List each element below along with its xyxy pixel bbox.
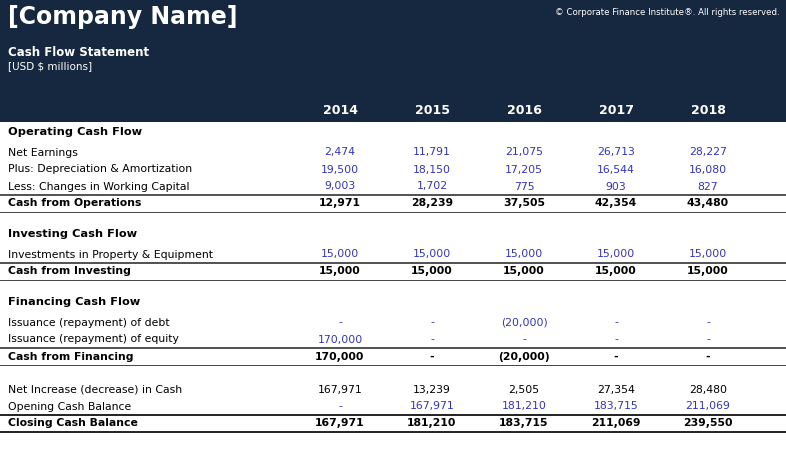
Text: -: - [338, 401, 342, 411]
Text: Plus: Depreciation & Amortization: Plus: Depreciation & Amortization [8, 164, 192, 174]
Text: -: - [430, 317, 434, 327]
Text: -: - [614, 334, 618, 344]
Text: 775: 775 [514, 181, 534, 191]
Text: Operating Cash Flow: Operating Cash Flow [8, 127, 142, 137]
Text: 15,000: 15,000 [411, 266, 453, 276]
Text: [Company Name]: [Company Name] [8, 5, 237, 29]
Text: [USD $ millions]: [USD $ millions] [8, 61, 92, 71]
Text: 2016: 2016 [506, 104, 542, 117]
Text: 28,227: 28,227 [689, 148, 727, 158]
Text: 239,550: 239,550 [683, 418, 733, 428]
Text: 170,000: 170,000 [318, 334, 362, 344]
Text: 18,150: 18,150 [413, 164, 451, 174]
Text: 43,480: 43,480 [687, 199, 729, 209]
Text: 2,505: 2,505 [509, 384, 539, 395]
Text: 181,210: 181,210 [407, 418, 457, 428]
Text: (20,000): (20,000) [498, 352, 550, 361]
Bar [0, 100, 786, 122]
Text: 2018: 2018 [691, 104, 725, 117]
Text: -: - [430, 334, 434, 344]
Text: 2014: 2014 [322, 104, 358, 117]
Text: -: - [706, 352, 711, 361]
Text: 9,003: 9,003 [325, 181, 355, 191]
Text: 167,971: 167,971 [410, 401, 454, 411]
Text: Issuance (repayment) of equity: Issuance (repayment) of equity [8, 334, 179, 344]
Text: Investments in Property & Equipment: Investments in Property & Equipment [8, 249, 213, 259]
Text: 183,715: 183,715 [499, 418, 549, 428]
Text: -: - [522, 334, 526, 344]
Text: 2017: 2017 [598, 104, 634, 117]
Text: Less: Changes in Working Capital: Less: Changes in Working Capital [8, 181, 189, 191]
Text: Investing Cash Flow: Investing Cash Flow [8, 229, 137, 239]
Text: 170,000: 170,000 [315, 352, 365, 361]
Text: 2015: 2015 [414, 104, 450, 117]
Text: 2,474: 2,474 [325, 148, 355, 158]
Text: © Corporate Finance Institute®. All rights reserved.: © Corporate Finance Institute®. All righ… [556, 8, 780, 17]
Text: Cash from Investing: Cash from Investing [8, 266, 131, 276]
Text: -: - [614, 352, 619, 361]
Bar [0, 0, 786, 100]
Text: 211,069: 211,069 [591, 418, 641, 428]
Text: 11,791: 11,791 [413, 148, 451, 158]
Text: 167,971: 167,971 [315, 418, 365, 428]
Text: 167,971: 167,971 [318, 384, 362, 395]
Text: 15,000: 15,000 [321, 249, 359, 259]
Text: 21,075: 21,075 [505, 148, 543, 158]
Text: 16,080: 16,080 [689, 164, 727, 174]
Text: -: - [430, 352, 435, 361]
Text: Net Earnings: Net Earnings [8, 148, 78, 158]
Text: 181,210: 181,210 [501, 401, 546, 411]
Text: 183,715: 183,715 [593, 401, 638, 411]
Text: 15,000: 15,000 [413, 249, 451, 259]
Text: 28,480: 28,480 [689, 384, 727, 395]
Text: 27,354: 27,354 [597, 384, 635, 395]
Text: Closing Cash Balance: Closing Cash Balance [8, 418, 138, 428]
Text: 19,500: 19,500 [321, 164, 359, 174]
Text: Opening Cash Balance: Opening Cash Balance [8, 401, 131, 411]
Text: 15,000: 15,000 [503, 266, 545, 276]
Text: 42,354: 42,354 [595, 199, 637, 209]
Text: -: - [706, 334, 710, 344]
Text: -: - [706, 317, 710, 327]
Text: 903: 903 [606, 181, 626, 191]
Text: 15,000: 15,000 [505, 249, 543, 259]
Text: 15,000: 15,000 [687, 266, 729, 276]
Text: Cash from Operations: Cash from Operations [8, 199, 141, 209]
Text: 15,000: 15,000 [319, 266, 361, 276]
Text: 28,239: 28,239 [411, 199, 453, 209]
Text: 15,000: 15,000 [595, 266, 637, 276]
Text: Financing Cash Flow: Financing Cash Flow [8, 297, 140, 307]
Text: 827: 827 [698, 181, 718, 191]
Text: Cash Flow Statement: Cash Flow Statement [8, 46, 149, 59]
Text: 12,971: 12,971 [319, 199, 361, 209]
Text: 15,000: 15,000 [689, 249, 727, 259]
Text: 15,000: 15,000 [597, 249, 635, 259]
Text: 37,505: 37,505 [503, 199, 545, 209]
Text: Net Increase (decrease) in Cash: Net Increase (decrease) in Cash [8, 384, 182, 395]
Text: 16,544: 16,544 [597, 164, 635, 174]
Text: Issuance (repayment) of debt: Issuance (repayment) of debt [8, 317, 170, 327]
Text: 13,239: 13,239 [413, 384, 451, 395]
Text: -: - [614, 317, 618, 327]
Text: Cash from Financing: Cash from Financing [8, 352, 134, 361]
Text: -: - [338, 317, 342, 327]
Text: 17,205: 17,205 [505, 164, 543, 174]
Text: 26,713: 26,713 [597, 148, 635, 158]
Text: 1,702: 1,702 [417, 181, 447, 191]
Text: 211,069: 211,069 [685, 401, 730, 411]
Text: (20,000): (20,000) [501, 317, 547, 327]
